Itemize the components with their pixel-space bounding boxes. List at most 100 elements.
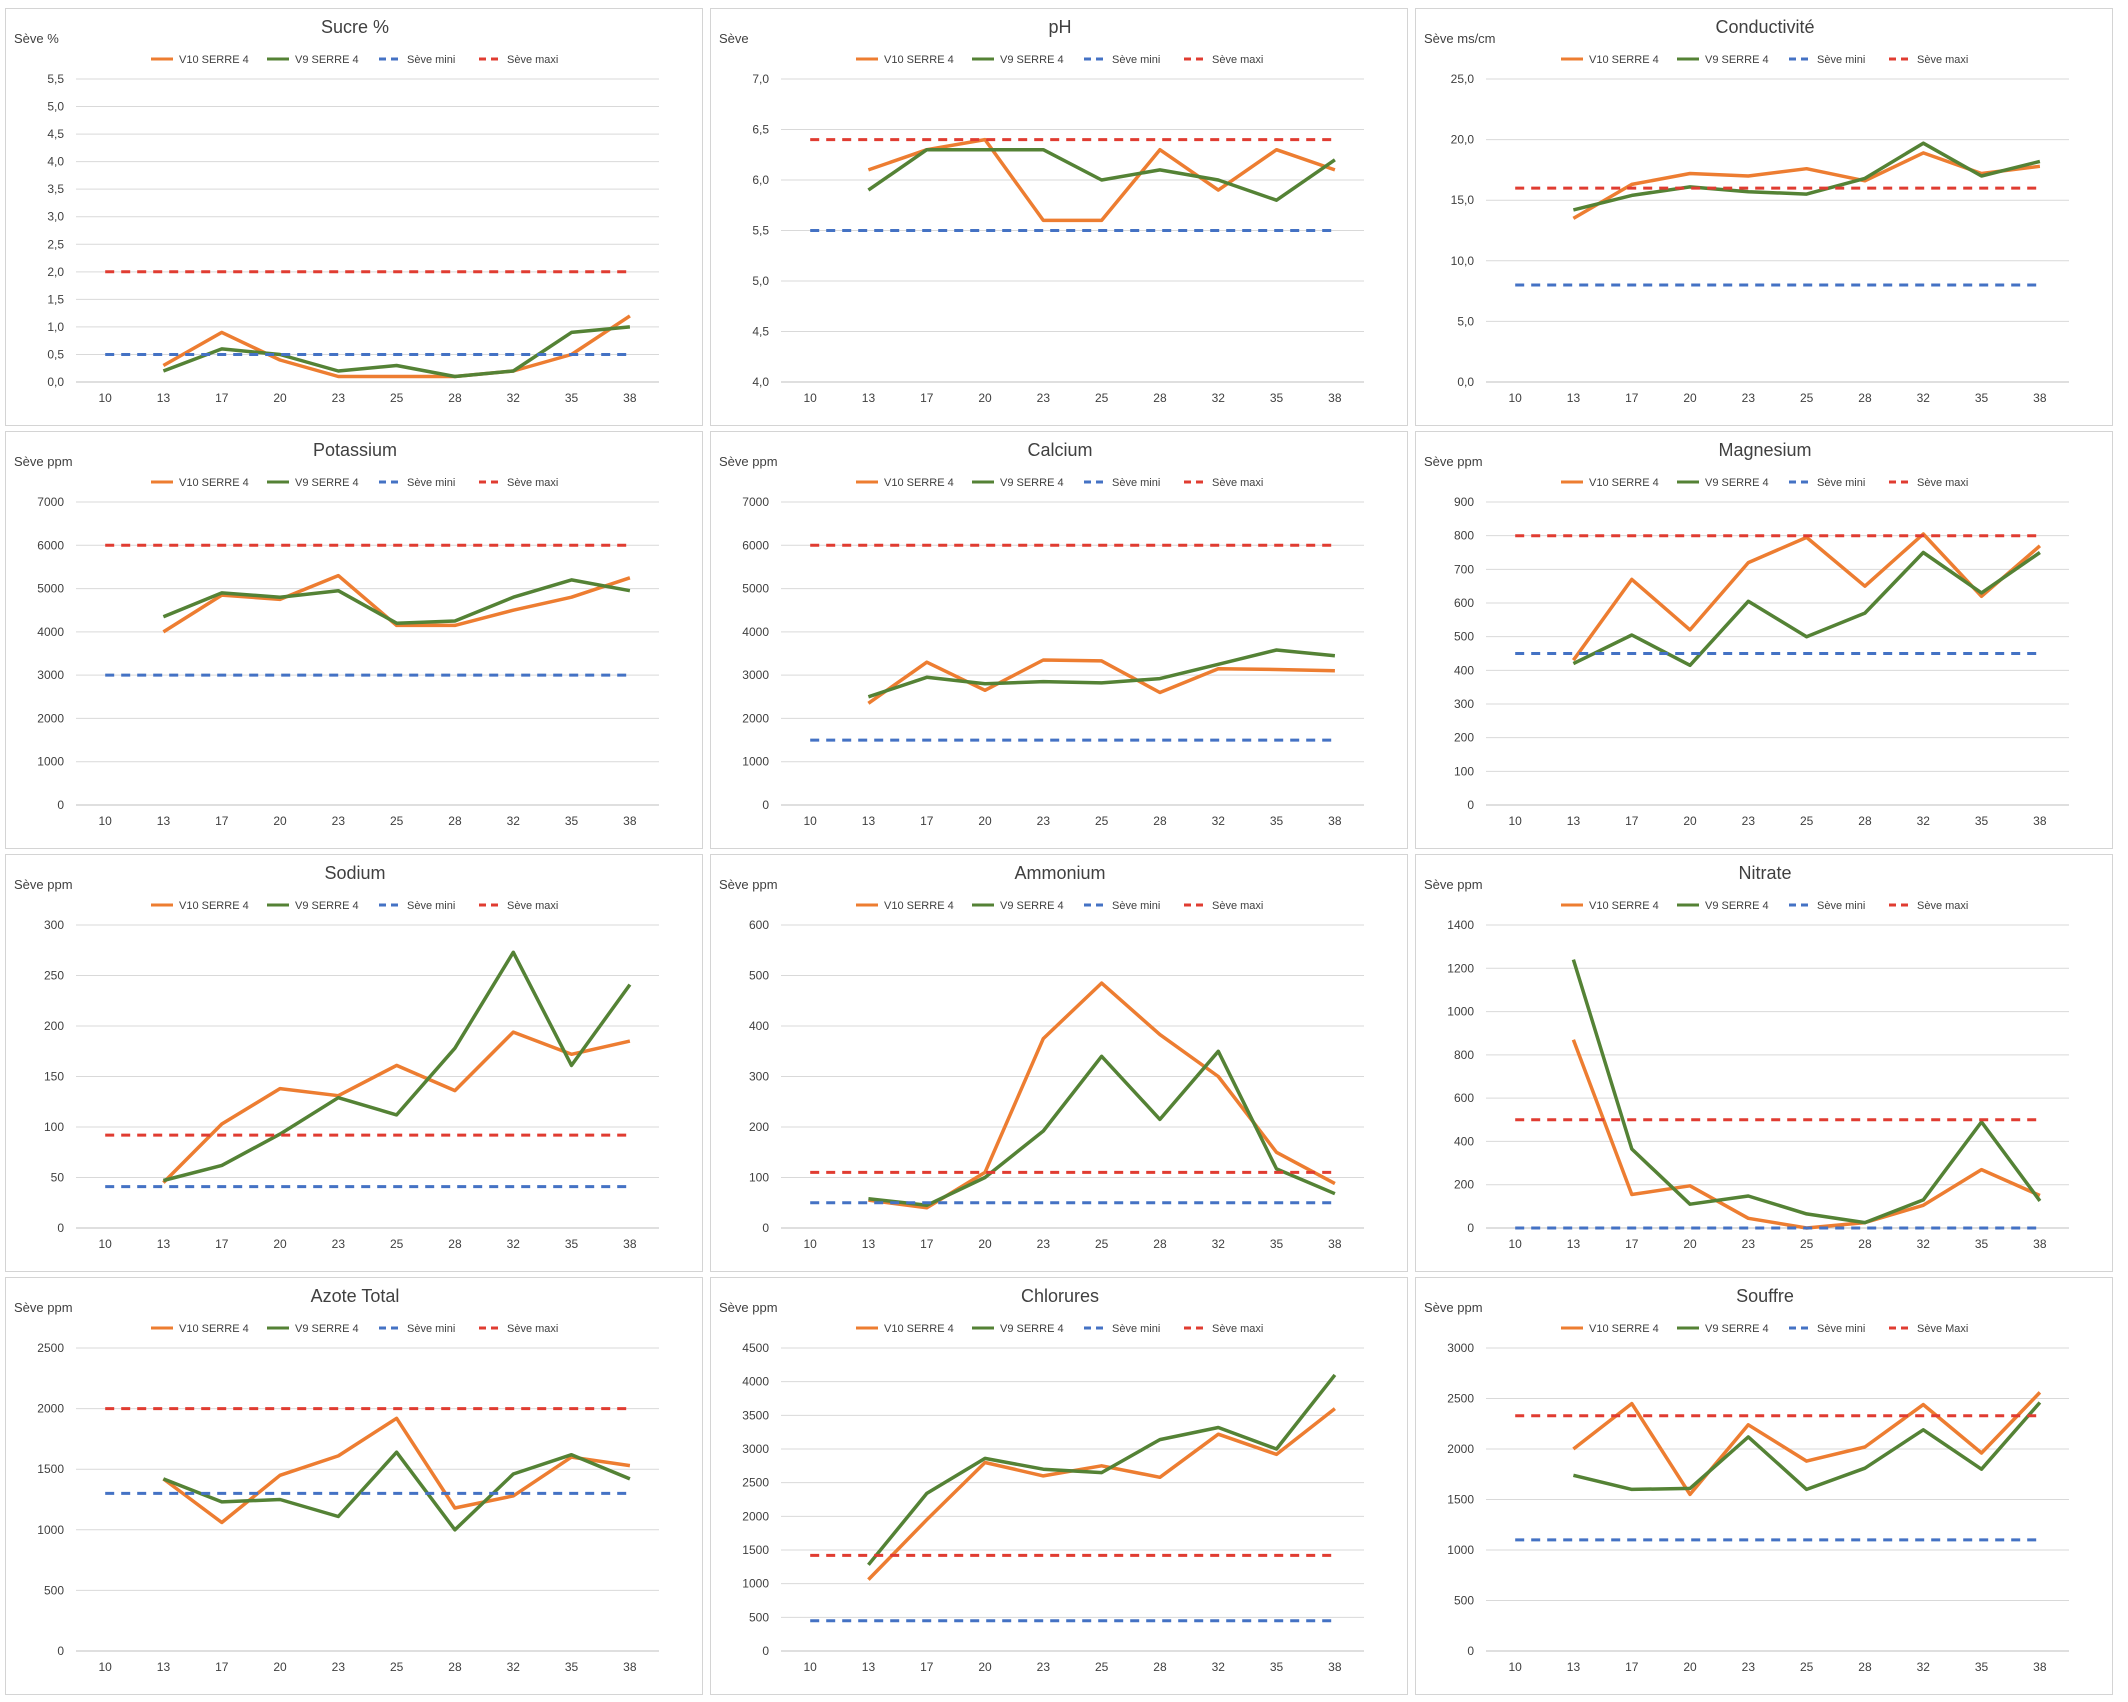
- legend-label-v10: V10 SERRE 4: [1589, 900, 1659, 912]
- y-tick-label: 1500: [1447, 1493, 1474, 1507]
- y-tick-label: 2000: [742, 711, 769, 725]
- x-tick-label: 20: [978, 1660, 992, 1674]
- legend-item-maxi: Sève maxi: [479, 54, 558, 66]
- series-line-v10: [867, 137, 1336, 223]
- legend-label-v10: V10 SERRE 4: [1589, 477, 1659, 489]
- x-tick-label: 28: [1858, 814, 1872, 828]
- legend-item-maxi: Sève maxi: [1184, 477, 1263, 489]
- y-tick-label: 0: [57, 1644, 64, 1658]
- y-tick-label: 15,0: [1451, 193, 1475, 207]
- series-line-v10: [868, 981, 1336, 1210]
- x-tick-label: 17: [920, 1237, 934, 1251]
- x-tick-label: 13: [157, 391, 171, 405]
- x-tick-label: 35: [1975, 1237, 1989, 1251]
- y-tick-label: 6,5: [752, 123, 769, 137]
- y-tick-label: 4,5: [752, 325, 769, 339]
- series-line-v9: [868, 1049, 1336, 1208]
- chart-title: Conductivité: [1715, 17, 1814, 37]
- y-tick-label: 0: [1467, 798, 1474, 812]
- y-tick-label: 1200: [1447, 961, 1474, 975]
- y-tick-label: 500: [749, 969, 769, 983]
- y-tick-label: 5,5: [752, 224, 769, 238]
- y-axis-label: Sève: [719, 31, 749, 46]
- legend-label-v9: V9 SERRE 4: [295, 1323, 359, 1335]
- legend-item-v9: V9 SERRE 4: [267, 900, 359, 912]
- x-tick-label: 32: [507, 391, 521, 405]
- y-tick-label: 6000: [742, 538, 769, 552]
- x-tick-label: 23: [332, 391, 346, 405]
- y-tick-label: 2000: [37, 711, 64, 725]
- x-tick-label: 13: [862, 1237, 876, 1251]
- x-tick-label: 20: [1683, 814, 1697, 828]
- chart-title: pH: [1048, 17, 1071, 37]
- x-tick-label: 20: [1683, 1660, 1697, 1674]
- series-line-v10: [1571, 1039, 2041, 1230]
- chart-title: Sodium: [324, 863, 385, 883]
- y-tick-label: 7,0: [752, 72, 769, 86]
- y-tick-label: 2,0: [47, 265, 64, 279]
- legend-label-mini: Sève mini: [1112, 1323, 1160, 1335]
- series-line-v9: [867, 648, 1336, 699]
- legend-label-v10: V10 SERRE 4: [179, 900, 249, 912]
- legend-item-v10: V10 SERRE 4: [1561, 900, 1659, 912]
- legend: V10 SERRE 4 V9 SERRE 4 Sève mini Sève maxi: [1561, 900, 1968, 912]
- x-tick-label: 28: [448, 814, 462, 828]
- legend-label-v10: V10 SERRE 4: [884, 1323, 954, 1335]
- x-tick-label: 28: [1153, 1660, 1167, 1674]
- x-tick-label: 28: [448, 391, 462, 405]
- x-tick-label: 25: [1095, 814, 1109, 828]
- chart-svg: Magnesium Sève ppm V10 SERRE 4 V9 SERRE 4 Sè…: [1424, 440, 2069, 828]
- x-tick-label: 17: [1625, 1237, 1639, 1251]
- chart-svg: Souffre Sève ppm V10 SERRE 4 V9 SERRE 4 Sève…: [1424, 1286, 2069, 1674]
- y-tick-label: 0,0: [1457, 375, 1474, 389]
- series-line-v10: [162, 314, 631, 379]
- x-tick-label: 32: [1212, 814, 1226, 828]
- legend-label-maxi: Sève maxi: [507, 54, 558, 66]
- x-tick-label: 23: [332, 1660, 346, 1674]
- x-tick-label: 38: [2033, 1660, 2047, 1674]
- x-tick-label: 38: [2033, 814, 2047, 828]
- legend: V10 SERRE 4 V9 SERRE 4 Sève mini Sève maxi: [856, 477, 1263, 489]
- y-axis-label: Sève ppm: [719, 1300, 778, 1315]
- x-tick-label: 23: [332, 1237, 346, 1251]
- chart-svg: Nitrate Sève ppm V10 SERRE 4 V9 SERRE 4 Sève…: [1424, 863, 2069, 1251]
- y-tick-label: 300: [44, 918, 64, 932]
- legend-item-maxi: Sève Maxi: [1889, 1323, 1968, 1335]
- legend-label-maxi: Sève maxi: [507, 477, 558, 489]
- series-line-v9: [162, 1450, 631, 1532]
- legend-label-v9: V9 SERRE 4: [295, 900, 359, 912]
- y-axis-label: Sève ppm: [719, 454, 778, 469]
- legend-item-v10: V10 SERRE 4: [1561, 477, 1659, 489]
- x-tick-label: 35: [1270, 814, 1284, 828]
- series-line-v10: [162, 1030, 631, 1184]
- chart-conductivite: Conductivité Sève ms/cm V10 SERRE 4 V9 SERR…: [1415, 8, 2113, 426]
- legend-label-maxi: Sève maxi: [507, 1323, 558, 1335]
- x-tick-label: 17: [1625, 814, 1639, 828]
- chart-svg: pH Sève V10 SERRE 4 V9 SERRE 4 Sève mini Sève…: [719, 17, 1364, 405]
- x-tick-label: 23: [1037, 1660, 1051, 1674]
- x-tick-label: 17: [1625, 391, 1639, 405]
- x-tick-label: 23: [1742, 814, 1756, 828]
- y-tick-label: 500: [1454, 1594, 1474, 1608]
- y-tick-label: 2500: [37, 1341, 64, 1355]
- chart-svg: Sodium Sève ppm V10 SERRE 4 V9 SERRE 4 Sève …: [14, 863, 659, 1251]
- chart-title: Potassium: [313, 440, 397, 460]
- chart-svg: Calcium Sève ppm V10 SERRE 4 V9 SERRE 4 Sève…: [719, 440, 1364, 828]
- y-tick-label: 0: [1467, 1221, 1474, 1235]
- legend: V10 SERRE 4 V9 SERRE 4 Sève mini Sève maxi: [856, 54, 1263, 66]
- chart-sodium: Sodium Sève ppm V10 SERRE 4 V9 SERRE 4 Sève …: [5, 854, 703, 1272]
- x-tick-label: 20: [273, 1237, 287, 1251]
- x-tick-label: 20: [978, 391, 992, 405]
- y-axis-label: Sève ppm: [14, 1300, 73, 1315]
- legend-label-mini: Sève mini: [407, 477, 455, 489]
- legend-item-mini: Sève mini: [1789, 1323, 1865, 1335]
- legend-item-v9: V9 SERRE 4: [267, 54, 359, 66]
- y-tick-label: 4,0: [47, 155, 64, 169]
- legend-item-v9: V9 SERRE 4: [972, 1323, 1064, 1335]
- legend: V10 SERRE 4 V9 SERRE 4 Sève mini Sève Maxi: [1561, 1323, 1968, 1335]
- legend-label-maxi: Sève Maxi: [1917, 1323, 1968, 1335]
- y-tick-label: 3,5: [47, 182, 64, 196]
- y-tick-label: 300: [749, 1070, 769, 1084]
- x-tick-label: 35: [1270, 1237, 1284, 1251]
- x-tick-label: 10: [98, 814, 112, 828]
